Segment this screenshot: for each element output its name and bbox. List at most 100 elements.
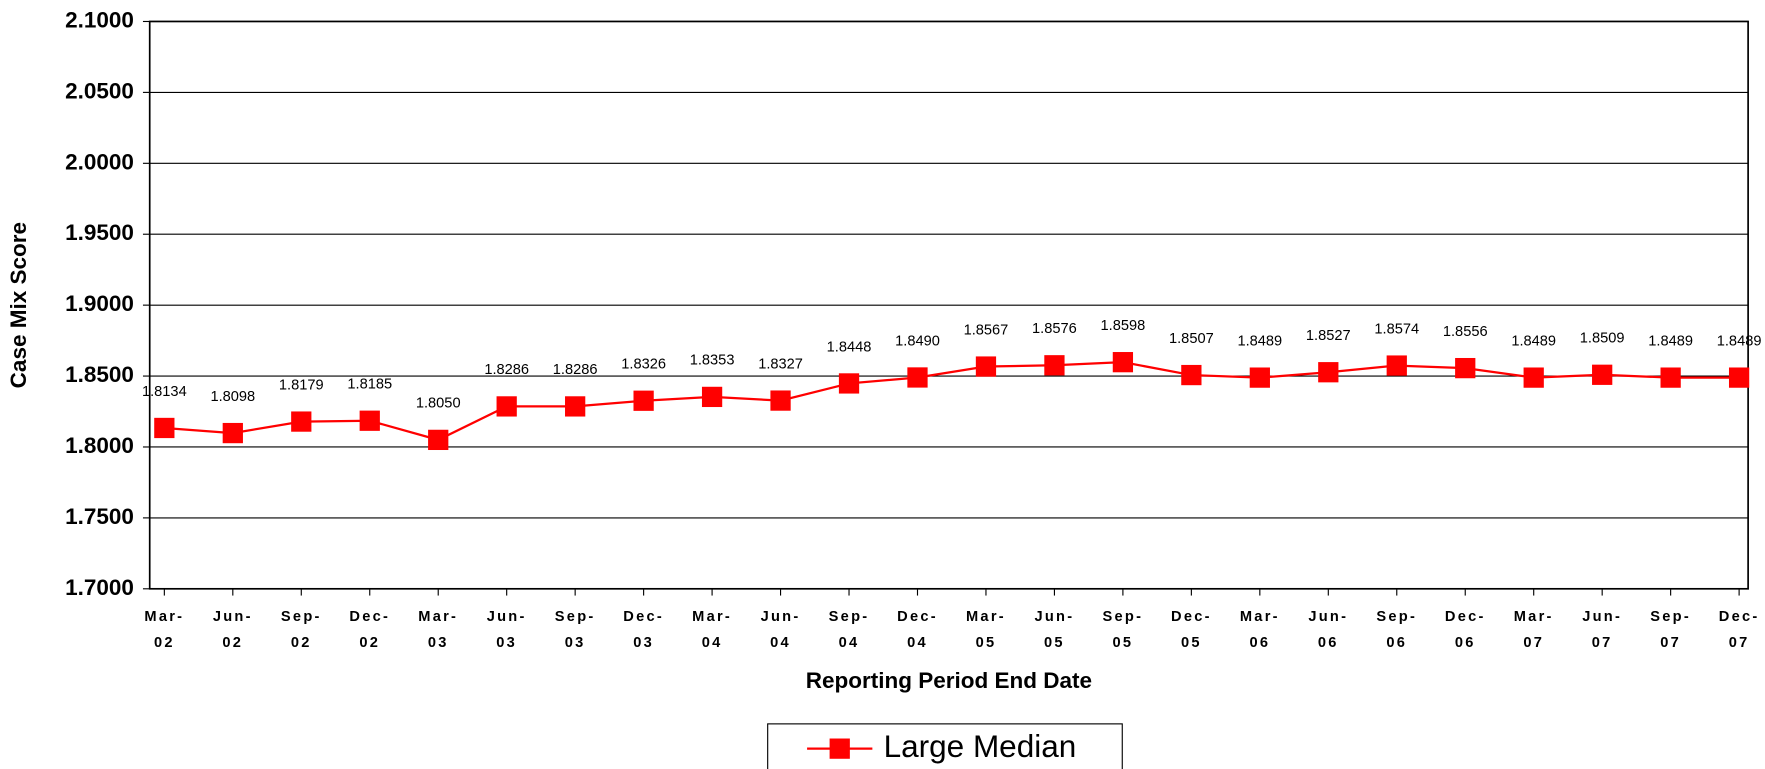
x-tick-label: Sep- 05 — [1103, 609, 1144, 651]
x-tick-label-line: 02 — [291, 635, 312, 651]
marker — [1112, 352, 1134, 373]
x-tick-label-line: 05 — [1181, 635, 1202, 651]
marker — [1455, 357, 1476, 379]
marker — [154, 417, 175, 439]
marker — [701, 386, 723, 408]
y-tick-label: 1.9000 — [65, 291, 134, 316]
x-tick-label-line: Sep- — [829, 609, 870, 625]
x-tick-label: Sep- 07 — [1650, 609, 1691, 651]
y-tick-label: 2.1000 — [65, 7, 134, 32]
marker — [1523, 367, 1544, 388]
data-label: 1.8576 — [1032, 321, 1077, 337]
x-tick-label-line: 07 — [1729, 635, 1750, 651]
data-label: 1.8448 — [827, 339, 872, 355]
marker — [496, 396, 517, 417]
x-tick-label: Mar- 05 — [966, 609, 1006, 651]
x-tick-label-line: 03 — [428, 635, 449, 651]
marker — [1660, 367, 1681, 388]
data-label: 1.8489 — [1648, 333, 1693, 349]
x-tick-label-line: Mar- — [966, 609, 1006, 625]
x-tick-label-line: 07 — [1660, 635, 1681, 651]
series-line — [164, 361, 1740, 442]
x-tick-label: Mar- 06 — [1240, 609, 1280, 651]
marker — [907, 367, 928, 388]
x-tick-label-line: 04 — [839, 635, 860, 651]
data-label: 1.8326 — [621, 357, 666, 373]
x-tick-label-line: Dec- — [349, 609, 390, 625]
x-tick-label-line: Sep- — [1376, 609, 1417, 625]
marker — [222, 422, 243, 444]
x-tick-label-line: Mar- — [418, 609, 458, 625]
data-label: 1.8134 — [142, 384, 187, 400]
legend-label: Large Median — [884, 728, 1077, 764]
x-tick-label-line: 06 — [1386, 635, 1407, 651]
x-tick-label-line: 02 — [154, 635, 175, 651]
x-tick-label-line: Sep- — [281, 609, 322, 625]
marker — [1386, 355, 1407, 376]
data-label: 1.8490 — [895, 333, 940, 349]
marker — [291, 411, 312, 432]
x-tick-label-line: Dec- — [623, 609, 664, 625]
data-label: 1.8489 — [1237, 333, 1282, 349]
y-tick-label: 1.8500 — [65, 362, 134, 387]
data-label: 1.8574 — [1374, 321, 1419, 337]
x-tick-label-line: Jun- — [487, 609, 527, 625]
data-label: 1.8179 — [279, 377, 324, 393]
x-tick-label-line: Dec- — [1171, 609, 1212, 625]
x-tick-label-line: 02 — [222, 635, 243, 651]
x-tick-label: Dec- 05 — [1171, 609, 1212, 651]
data-label: 1.8327 — [758, 356, 803, 372]
marker — [1318, 362, 1339, 383]
x-tick-label: Dec- 06 — [1445, 609, 1486, 651]
x-tick-label: Jun- 07 — [1582, 609, 1622, 651]
x-tick-label: Dec- 04 — [897, 609, 938, 651]
x-tick-label-line: Jun- — [1308, 609, 1348, 625]
x-tick-label: Sep- 06 — [1376, 609, 1417, 651]
legend-box — [767, 723, 1123, 769]
x-tick-label-line: 05 — [1044, 635, 1065, 651]
x-tick-label-line: Sep- — [1650, 609, 1691, 625]
data-label: 1.8598 — [1101, 318, 1146, 334]
x-tick-label-line: 03 — [496, 635, 517, 651]
data-label: 1.8489 — [1717, 333, 1762, 349]
marker — [1728, 367, 1750, 388]
x-tick-label: Jun- 03 — [487, 609, 527, 651]
x-tick-label-line: 06 — [1318, 635, 1339, 651]
x-tick-label-line: Sep- — [555, 609, 596, 625]
x-tick-label-line: Mar- — [1240, 609, 1280, 625]
y-axis-title: Case Mix Score — [6, 222, 31, 388]
x-tick-label-line: Mar- — [1514, 609, 1554, 625]
x-tick-label: Sep- 03 — [555, 609, 596, 651]
x-tick-label: Jun- 02 — [213, 609, 253, 651]
x-tick-label-line: 05 — [976, 635, 997, 651]
x-tick-label: Jun- 05 — [1034, 609, 1074, 651]
x-tick-label-line: Dec- — [1719, 609, 1760, 625]
y-tick-label: 1.9500 — [65, 220, 134, 245]
x-tick-label: Dec- 07 — [1719, 609, 1760, 651]
x-tick-label-line: 04 — [907, 635, 928, 651]
y-tick-label: 2.0000 — [65, 149, 134, 174]
marker — [565, 396, 586, 417]
x-tick-label: Dec- 03 — [623, 609, 664, 651]
marker — [633, 390, 654, 411]
x-tick-label-line: Jun- — [761, 609, 801, 625]
x-tick-label-line: Sep- — [1103, 609, 1144, 625]
y-tick-label: 1.7500 — [65, 504, 134, 529]
data-label: 1.8353 — [690, 353, 735, 369]
x-tick-label-line: 02 — [359, 635, 380, 651]
x-tick-label-line: Dec- — [897, 609, 938, 625]
y-tick-label: 2.0500 — [65, 78, 134, 103]
x-tick-label-line: Jun- — [213, 609, 253, 625]
x-tick-label-line: 04 — [702, 635, 723, 651]
marker — [838, 373, 860, 394]
x-tick-label-line: 07 — [1592, 635, 1613, 651]
x-tick-label-line: 06 — [1455, 635, 1476, 651]
data-label: 1.8098 — [210, 389, 255, 405]
x-tick-label-line: Mar- — [692, 609, 732, 625]
x-tick-label: Jun- 06 — [1308, 609, 1348, 651]
x-tick-label-line: 03 — [633, 635, 654, 651]
data-label: 1.8509 — [1580, 331, 1625, 347]
x-tick-label-line: 04 — [770, 635, 791, 651]
x-tick-label-line: Jun- — [1582, 609, 1622, 625]
